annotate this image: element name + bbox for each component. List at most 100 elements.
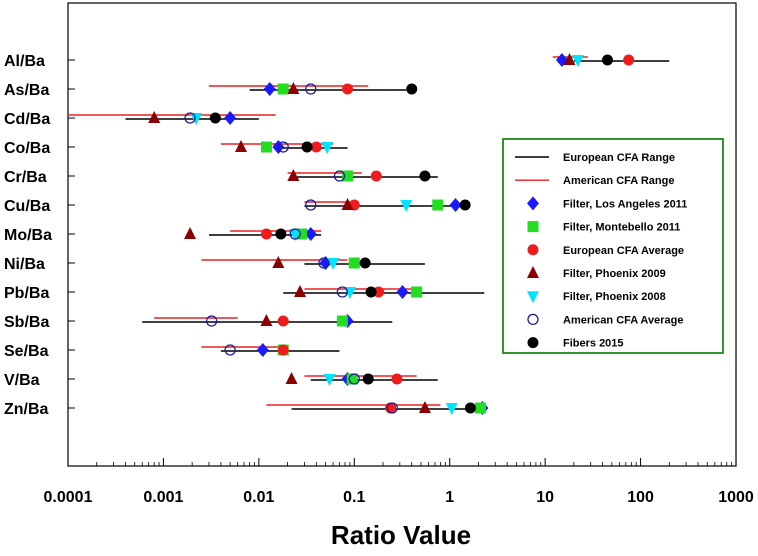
category-label: Mo/Ba — [4, 227, 52, 244]
legend-marker — [527, 221, 539, 233]
category-label: Zn/Ba — [4, 401, 49, 418]
point-american-cfa-average — [205, 315, 218, 327]
legend-marker — [527, 196, 539, 211]
x-tick-label: 0.01 — [243, 489, 274, 506]
x-tick-label: 100 — [627, 489, 654, 506]
point-filter-phoenix-2009 — [563, 53, 576, 65]
point-filter-phoenix-2009 — [294, 285, 307, 297]
point-filter-phoenix-2008 — [445, 403, 458, 415]
legend-marker — [527, 266, 539, 278]
category-label: Ni/Ba — [4, 256, 45, 273]
point-filter-los-angeles-2011 — [304, 227, 317, 241]
category-label: Cd/Ba — [4, 111, 50, 128]
point-european-cfa-average — [391, 373, 403, 385]
point-american-cfa-average — [336, 286, 349, 298]
point-filter-los-angeles-2011 — [396, 285, 409, 299]
x-axis-title: Ratio Value — [331, 520, 471, 550]
point-fibers-2015 — [419, 170, 431, 182]
point-american-cfa-average — [318, 257, 330, 269]
point-fibers-2015 — [209, 112, 221, 124]
point-fibers-2015 — [365, 286, 377, 298]
point-filter-los-angeles-2011 — [224, 111, 237, 125]
point-filter-montebello-2011 — [296, 228, 308, 240]
category-label: Se/Ba — [4, 343, 49, 360]
point-filter-phoenix-2008 — [400, 200, 413, 212]
x-tick-label: 0.1 — [343, 489, 365, 506]
point-filter-los-angeles-2011 — [256, 343, 269, 357]
point-filter-montebello-2011 — [260, 141, 272, 153]
point-filter-phoenix-2009 — [285, 372, 298, 384]
point-filter-montebello-2011 — [474, 402, 486, 414]
point-filter-phoenix-2008 — [289, 229, 302, 241]
point-filter-montebello-2011 — [432, 199, 444, 211]
category-label: Co/Ba — [4, 140, 50, 157]
point-european-cfa-average — [342, 83, 354, 95]
point-european-cfa-average — [277, 344, 289, 356]
legend-label: Filter, Phoenix 2008 — [563, 291, 666, 303]
legend-label: Filter, Phoenix 2009 — [563, 268, 666, 280]
point-filter-phoenix-2009 — [148, 111, 161, 123]
point-american-cfa-average — [305, 83, 317, 95]
point-filter-montebello-2011 — [346, 373, 358, 385]
point-fibers-2015 — [464, 402, 476, 414]
point-filter-phoenix-2009 — [287, 82, 300, 94]
legend: European CFA Range American CFA Range Filt… — [502, 138, 724, 354]
point-filter-montebello-2011 — [348, 257, 360, 269]
point-filter-montebello-2011 — [336, 315, 348, 327]
point-fibers-2015 — [275, 228, 287, 240]
x-tick-label: 10 — [536, 489, 554, 506]
point-european-cfa-average — [277, 315, 289, 327]
x-tick-label: 0.001 — [143, 489, 183, 506]
point-american-cfa-average — [277, 141, 289, 153]
legend-label: Fibers 2015 — [563, 338, 624, 350]
legend-marker — [527, 291, 539, 304]
point-american-cfa-average — [333, 170, 346, 182]
category-label: As/Ba — [4, 82, 49, 99]
point-filter-phoenix-2009 — [184, 227, 197, 239]
x-tick-label: 0.0001 — [44, 489, 93, 506]
point-european-cfa-average — [370, 170, 382, 182]
point-fibers-2015 — [601, 54, 613, 66]
point-filter-phoenix-2008 — [327, 258, 340, 270]
category-label: Pb/Ba — [4, 285, 49, 302]
point-european-cfa-average — [310, 141, 322, 153]
legend-marker — [527, 313, 539, 326]
x-axis-ticks: 0.0001 0.001 0.01 0.1 1 10 100 1000 — [44, 458, 754, 506]
point-american-cfa-average — [184, 112, 196, 124]
legend-label: European CFA Range — [563, 152, 675, 164]
category-label: Sb/Ba — [4, 314, 49, 331]
point-filter-phoenix-2009 — [341, 198, 354, 210]
x-tick-label: 1000 — [718, 489, 754, 506]
legend-label: American CFA Average — [563, 314, 683, 326]
legend-label: American CFA Range — [563, 175, 674, 187]
point-european-cfa-average — [260, 228, 272, 240]
point-american-cfa-average — [289, 228, 301, 240]
point-filter-phoenix-2008 — [571, 55, 584, 67]
point-filter-phoenix-2009 — [287, 169, 300, 181]
legend-label: Filter, Montebello 2011 — [563, 222, 680, 234]
point-filter-los-angeles-2011 — [449, 198, 462, 212]
point-fibers-2015 — [359, 257, 371, 269]
point-filter-phoenix-2009 — [272, 256, 285, 268]
category-label: Cr/Ba — [4, 169, 47, 186]
category-labels: Al/Ba As/Ba Cd/Ba Co/Ba Cr/Ba Cu/Ba Mo/Ba Ni/Ba… — [4, 53, 75, 418]
category-label: Al/Ba — [4, 53, 45, 70]
point-fibers-2015 — [301, 141, 313, 153]
legend-box — [502, 138, 724, 354]
data-markers — [148, 53, 635, 415]
point-filter-phoenix-2009 — [235, 140, 248, 152]
point-filter-phoenix-2008 — [190, 113, 203, 125]
category-label: V/Ba — [4, 372, 40, 389]
point-european-cfa-average — [373, 286, 385, 298]
point-filter-phoenix-2009 — [260, 314, 273, 326]
x-tick-label: 1 — [445, 489, 454, 506]
point-american-cfa-average — [348, 373, 360, 385]
point-european-cfa-average — [623, 54, 635, 66]
point-fibers-2015 — [362, 373, 374, 385]
point-fibers-2015 — [406, 83, 418, 95]
category-label: Cu/Ba — [4, 198, 50, 215]
point-filter-montebello-2011 — [411, 286, 423, 298]
point-filter-phoenix-2008 — [321, 142, 334, 154]
point-fibers-2015 — [459, 199, 471, 211]
